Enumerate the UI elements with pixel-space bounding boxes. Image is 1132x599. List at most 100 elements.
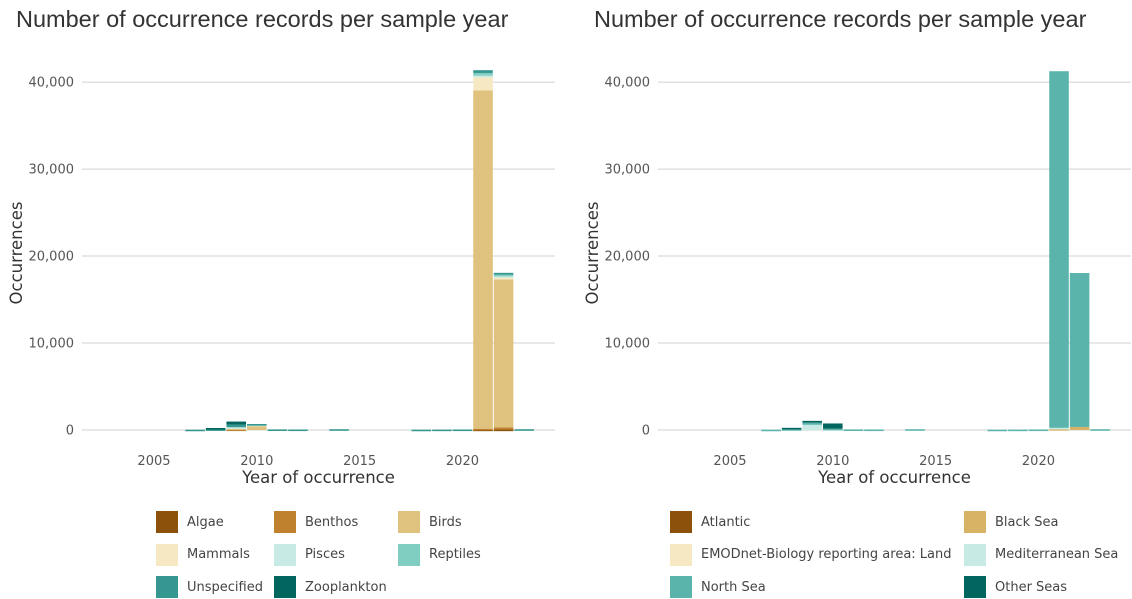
x-tick-label: 2020 (446, 454, 479, 469)
x-axis-label: Year of occurrence (241, 468, 395, 487)
bar-segment (185, 429, 205, 432)
y-tick-label: 30,000 (29, 163, 75, 178)
bar-segment (493, 272, 514, 275)
x-tick-label: 2010 (816, 454, 849, 469)
x-tick-label: 2015 (343, 454, 376, 469)
chart-title: Number of occurrence records per sample … (594, 6, 1087, 32)
legend-swatch (964, 576, 986, 598)
x-tick-label: 2005 (713, 454, 746, 469)
legend-label: Mediterranean Sea (995, 547, 1119, 562)
legend-item: EMODnet-Biology reporting area: Land (670, 543, 952, 567)
bar-segment (226, 429, 247, 432)
bar-segment (205, 429, 226, 431)
bar-segment (864, 429, 884, 432)
chart-title: Number of occurrence records per sample … (16, 6, 509, 32)
chart-panel-taxa: Number of occurrence records per sample … (0, 0, 566, 598)
bar-segment (493, 276, 514, 278)
bar-segment (432, 429, 452, 432)
bar-segment (226, 424, 247, 428)
legend-swatch (156, 576, 178, 598)
chart-panel-regions: Number of occurrence records per sample … (566, 0, 1132, 598)
legend-swatch (964, 511, 986, 533)
legend-swatch (274, 576, 296, 598)
y-tick-label: 0 (66, 424, 74, 439)
bar-segment (1069, 426, 1090, 430)
legend-label: Atlantic (701, 514, 751, 530)
y-axis-label: Occurrences (7, 202, 26, 305)
x-tick-label: 2010 (240, 454, 273, 469)
bar-segment (411, 429, 432, 432)
legend-swatch (670, 511, 692, 533)
bar-segment (493, 427, 514, 430)
y-tick-label: 0 (642, 424, 650, 439)
bar-segment (329, 429, 349, 431)
legend-swatch (156, 511, 178, 533)
legend-label: Algae (187, 514, 224, 530)
bar-segment (205, 427, 226, 430)
bar-segment (473, 72, 493, 76)
bar-segment (288, 429, 308, 432)
bar-segment (267, 429, 288, 431)
bar-segment (473, 77, 493, 91)
legend-item: Unspecified (156, 575, 263, 599)
legend-label: Reptiles (429, 547, 481, 562)
bar-segment (226, 421, 247, 425)
bar-segment (473, 75, 493, 78)
y-tick-label: 20,000 (29, 250, 75, 265)
y-axis-label: Occurrences (583, 202, 602, 305)
bar-segment (1049, 429, 1069, 431)
y-tick-label: 10,000 (29, 337, 75, 352)
bar-segment (452, 429, 473, 432)
bar-segment (1090, 429, 1110, 431)
legend-label: EMODnet-Biology reporting area: Land (701, 547, 952, 562)
legend-item: Atlantic (670, 510, 750, 534)
legend-item: Zooplankton (274, 575, 387, 599)
legend-item: Reptiles (398, 543, 481, 567)
y-tick-label: 30,000 (605, 163, 651, 178)
legend-label: Birds (429, 514, 462, 530)
bar-segment (1049, 427, 1069, 430)
bar-segment (1028, 429, 1049, 432)
bar-segment (1069, 273, 1090, 427)
bar-segment (987, 429, 1008, 432)
bar-segment (473, 70, 493, 73)
legend-item: Mammals (156, 543, 250, 567)
bar-segment (781, 427, 802, 430)
legend-swatch (274, 511, 296, 533)
legend-item: Benthos (274, 510, 358, 534)
legend-label: Mammals (187, 547, 250, 562)
bar-segment (493, 274, 514, 277)
bar-segment (823, 428, 843, 431)
legend-label: Black Sea (995, 514, 1059, 530)
legend-item: Pisces (274, 543, 345, 567)
legend-item: Birds (398, 510, 462, 534)
legend-swatch (274, 543, 296, 566)
legend-swatch (670, 543, 692, 566)
y-tick-label: 40,000 (605, 76, 651, 91)
legend-swatch (670, 576, 692, 598)
bar-segment (473, 90, 493, 429)
bar-segment (493, 279, 514, 428)
bar-segment (802, 422, 823, 425)
bar-segment (514, 429, 534, 431)
legend-item: Mediterranean Sea (964, 543, 1118, 567)
legend-item: Black Sea (964, 510, 1059, 534)
legend-label: North Sea (701, 579, 766, 595)
bar-segment (473, 428, 493, 431)
bar-segment (802, 420, 823, 423)
legend-swatch (398, 511, 420, 533)
chart-plot-taxa: 0 10,000 20,000 30,000 40,000 2005 2010 2015 202… (7, 70, 555, 487)
legend-item: Algae (156, 510, 224, 534)
y-tick-label: 10,000 (605, 337, 651, 352)
legend-swatch (156, 543, 178, 566)
bar-segment (905, 429, 925, 431)
bar-segment (781, 429, 802, 431)
legend-label: Other Seas (995, 579, 1068, 595)
legend-swatch (964, 543, 986, 566)
x-tick-label: 2020 (1022, 454, 1055, 469)
bar-segment (802, 424, 823, 430)
legend-swatch (398, 543, 420, 566)
bar-segment (1008, 429, 1028, 432)
legend-label: Pisces (305, 547, 345, 562)
bar-segment (823, 423, 843, 429)
